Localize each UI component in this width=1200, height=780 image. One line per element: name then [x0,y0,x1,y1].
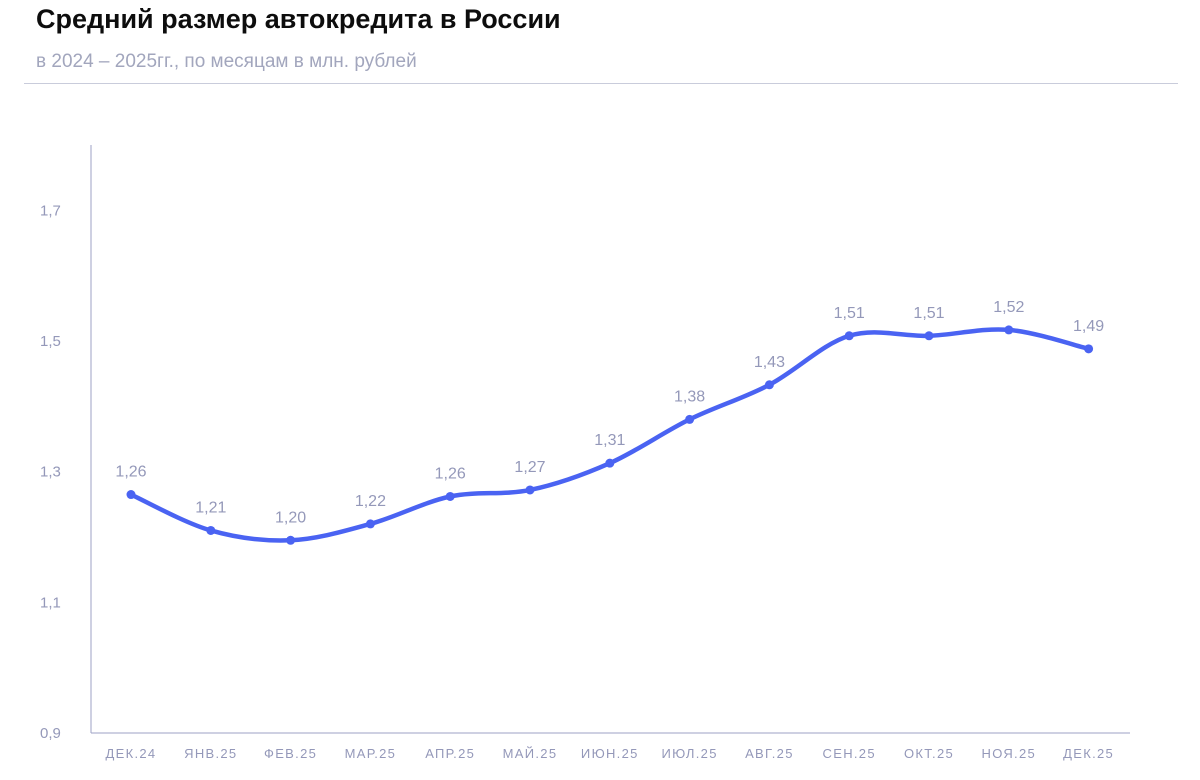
data-point [924,331,934,341]
data-point [525,485,535,495]
y-tick-label: 1,1 [40,594,61,611]
data-label: 1,21 [195,499,226,516]
data-point [685,414,695,424]
x-tick-label: АВГ.25 [745,746,794,761]
data-label: 1,51 [834,305,865,322]
header-divider [24,83,1178,84]
y-tick-label: 1,7 [40,202,61,219]
data-label: 1,31 [594,432,625,449]
data-point [1084,344,1094,354]
data-point [844,331,854,341]
data-label: 1,27 [514,459,545,476]
x-tick-label: СЕН.25 [823,746,876,761]
data-point [764,380,774,390]
data-point [445,491,455,501]
data-point [605,458,615,468]
x-tick-label: ФЕВ.25 [264,746,317,761]
y-tick-label: 1,5 [40,333,61,350]
x-tick-label: ЯНВ.25 [184,746,237,761]
data-point [286,535,296,545]
data-point [1004,325,1014,335]
data-label: 1,49 [1073,318,1104,335]
x-tick-label: ОКТ.25 [904,746,954,761]
data-label: 1,26 [435,465,466,482]
x-tick-label: МАЙ.25 [503,746,558,761]
data-label: 1,26 [115,464,146,481]
x-tick-label: АПР.25 [425,746,475,761]
data-point [126,490,136,500]
data-label: 1,22 [355,493,386,510]
chart-subtitle: в 2024 – 2025гг., по месяцам в млн. рубл… [36,51,417,72]
x-tick-label: ИЮН.25 [581,746,639,761]
x-tick-label: НОЯ.25 [982,746,1036,761]
x-tick-label: МАР.25 [345,746,397,761]
data-label: 1,43 [754,354,785,371]
y-tick-label: 1,3 [40,464,61,481]
chart-title: Средний размер автокредита в России [36,4,561,34]
data-label: 1,51 [913,305,944,322]
data-point [206,525,216,535]
data-label: 1,20 [275,509,306,526]
x-tick-label: ДЕК.25 [1063,746,1114,761]
x-tick-label: ИЮЛ.25 [661,746,717,761]
data-point [365,519,375,529]
x-tick-label: ДЕК.24 [106,746,157,761]
data-label: 1,52 [993,299,1024,316]
y-tick-label: 0,9 [40,725,61,742]
data-label: 1,38 [674,388,705,405]
